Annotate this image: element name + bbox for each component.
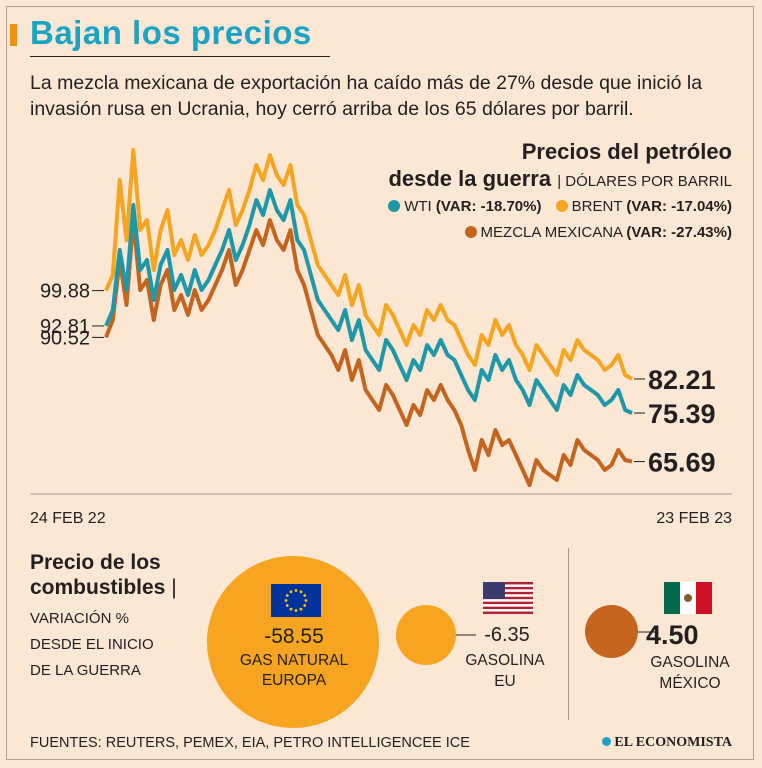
- us-flag-icon: [483, 582, 533, 614]
- legend-brent: BRENT (VAR: -17.04%): [555, 198, 732, 215]
- chart-title-line1: Precios del petróleo: [521, 139, 732, 164]
- label-layer: 90.52 65.69 92.81 75.39 99.88 82.21: [40, 281, 716, 478]
- infographic-frame: [6, 6, 754, 760]
- end-label-wti: 75.39: [648, 399, 716, 429]
- gasolina-mexico-value: 4.50: [646, 620, 699, 650]
- end-label-brent: 82.21: [648, 365, 716, 395]
- gasolina-mexico-label: GASOLINA MÉXICO: [640, 652, 740, 694]
- fuel-title-line2: combustibles |: [30, 575, 177, 600]
- chart-title-line2: desde la guerra | DÓLARES POR BARRIL: [388, 165, 732, 195]
- brand-dot-icon: [602, 737, 612, 746]
- gasolina-eu-value: -6.35: [484, 624, 530, 646]
- legend-wti-var: (VAR: -18.70%): [435, 198, 542, 215]
- legend-row-2: MEZCLA MEXICANA (VAR: -27.43%): [464, 224, 732, 241]
- start-label-mezcla: 90.52: [40, 327, 90, 349]
- legend-wti-swatch: [388, 200, 401, 212]
- eu-flag-icon: [271, 584, 321, 617]
- legend-mezcla: MEZCLA MEXICANA (VAR: -27.43%): [464, 224, 732, 241]
- gas-natural-label-line2: EUROPA: [261, 672, 327, 689]
- title-underline: [30, 56, 330, 57]
- legend-brent-name: BRENT: [571, 198, 623, 215]
- series-line-mezcla: [104, 218, 633, 487]
- gas-natural-label-line1: GAS NATURAL: [239, 652, 349, 669]
- gas-natural-value: -58.55: [264, 625, 324, 648]
- fuel-title-bar: |: [171, 576, 177, 599]
- legend-wti-name: WTI: [404, 198, 432, 215]
- chart-unit: | DÓLARES POR BARRIL: [557, 173, 732, 190]
- gasolina-eu-label-line1: GASOLINA: [465, 652, 545, 669]
- end-label-mezcla: 65.69: [648, 448, 716, 478]
- x-axis-start-label: 24 FEB 22: [30, 510, 106, 527]
- gasolina-mexico-label-line2: MÉXICO: [659, 675, 721, 692]
- legend-row-1: WTI (VAR: -18.70%) BRENT (VAR: -17.04%): [388, 198, 732, 215]
- oil-price-chart: 90.52 65.69 92.81 75.39 99.88 82.21: [30, 148, 732, 495]
- mexico-flag-icon: [664, 582, 712, 614]
- sources-note: FUENTES: REUTERS, PEMEX, EIA, PETRO INTE…: [30, 735, 470, 751]
- chart-title: Precios del petróleo desde la guerra | D…: [388, 138, 732, 195]
- gasolina-mexico-bubble: [585, 605, 638, 658]
- brand-name: EL ECONOMISTA: [614, 735, 732, 750]
- gasolina-eu-bubble: [396, 605, 456, 665]
- legend-mezcla-name: MEZCLA MEXICANA: [480, 224, 623, 241]
- fuel-title-line2-text: combustibles: [30, 576, 166, 599]
- legend-mezcla-swatch: [464, 226, 477, 238]
- page-subtitle: La mezcla mexicana de exportación ha caí…: [30, 72, 703, 120]
- start-label-wti: 92.81: [40, 316, 90, 338]
- fuel-section-title: Precio de los combustibles |: [30, 550, 177, 600]
- legend-wti: WTI (VAR: -18.70%): [388, 198, 541, 215]
- fuel-sub-line2: DESDE EL INICIO: [30, 636, 154, 653]
- fuel-title-line1: Precio de los: [30, 551, 161, 574]
- brand-logo: EL ECONOMISTA: [602, 735, 732, 751]
- gas-natural-label: GAS NATURAL EUROPA: [210, 651, 378, 691]
- page-title: Bajan los precios: [30, 14, 312, 51]
- legend-brent-var: (VAR: -17.04%): [626, 198, 732, 215]
- gasolina-mexico-label-line1: GASOLINA: [650, 654, 730, 671]
- series-line-wti: [104, 188, 633, 415]
- chart-unit-text: DÓLARES POR BARRIL: [565, 173, 732, 190]
- legend-mezcla-var: (VAR: -27.43%): [626, 224, 732, 241]
- series-line-brent: [104, 148, 634, 381]
- series-layer: [104, 148, 634, 487]
- fuel-sub-line1: VARIACIÓN %: [30, 610, 129, 627]
- gasolina-eu-label: GASOLINA EU: [450, 650, 560, 692]
- start-label-brent: 99.88: [40, 281, 90, 303]
- fuel-sub-line3: DE LA GUERRA: [30, 662, 141, 679]
- legend-brent-swatch: [555, 200, 568, 212]
- gasolina-eu-label-line2: EU: [494, 673, 516, 690]
- title-accent-bar: [10, 24, 17, 46]
- chart-title-line2-text: desde la guerra: [388, 166, 552, 191]
- fuel-separator: [568, 548, 569, 720]
- fuel-section-subtitle: VARIACIÓN % DESDE EL INICIO DE LA GUERRA: [30, 606, 154, 684]
- x-axis-end-label: 23 FEB 23: [656, 510, 732, 527]
